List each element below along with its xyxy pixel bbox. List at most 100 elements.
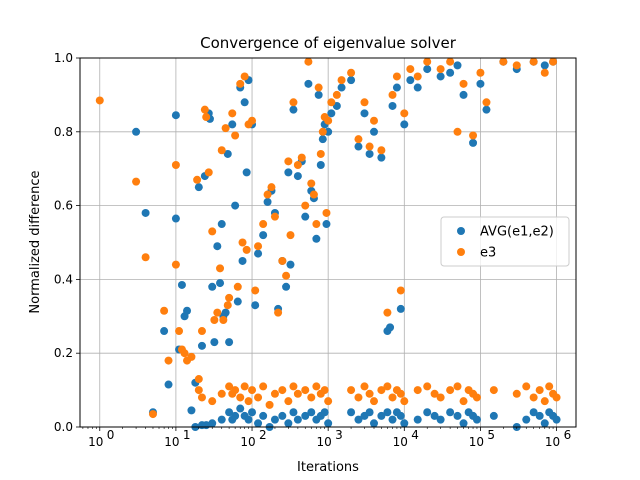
data-point: [370, 127, 378, 136]
data-point: [383, 382, 392, 391]
data-point: [240, 98, 249, 107]
data-point: [396, 304, 405, 313]
data-point: [293, 172, 302, 181]
data-point: [400, 120, 409, 129]
data-point: [392, 72, 401, 81]
data-point: [197, 327, 206, 336]
data-point: [217, 220, 226, 229]
data-point: [324, 116, 333, 125]
data-point: [314, 83, 323, 92]
data-point: [259, 411, 268, 420]
data-point: [383, 408, 392, 417]
y-tick-label: 0.0: [54, 420, 73, 434]
data-point: [282, 271, 291, 280]
data-point: [236, 404, 245, 413]
data-point: [301, 411, 310, 420]
x-tick-label-exponent: 1: [183, 428, 191, 442]
x-tick-label: 10: [317, 435, 332, 449]
data-point: [213, 308, 222, 317]
x-tick-label: 10: [393, 435, 408, 449]
data-point: [388, 101, 397, 110]
y-tick-label: 0.8: [54, 125, 73, 139]
data-point: [187, 352, 196, 361]
data-point: [225, 408, 234, 417]
data-point: [396, 389, 405, 398]
data-point: [171, 260, 180, 269]
data-point: [354, 135, 363, 144]
data-point: [289, 105, 298, 114]
data-point: [228, 109, 237, 118]
data-point: [286, 260, 295, 269]
data-point: [164, 380, 173, 389]
data-point: [446, 68, 455, 77]
data-point: [197, 341, 206, 350]
data-point: [240, 382, 249, 391]
data-point: [297, 153, 306, 162]
data-point: [286, 231, 295, 240]
data-point: [512, 61, 521, 70]
data-point: [322, 208, 331, 217]
data-point: [347, 68, 356, 77]
data-point: [231, 386, 240, 395]
data-point: [200, 105, 209, 114]
data-point: [354, 415, 363, 424]
data-point: [225, 293, 234, 302]
data-point: [171, 161, 180, 170]
data-point: [453, 382, 462, 391]
data-point: [210, 338, 219, 347]
data-point: [512, 389, 521, 398]
data-point: [360, 98, 369, 107]
data-point: [270, 212, 279, 221]
data-point: [324, 397, 333, 406]
data-point: [236, 79, 245, 88]
data-point: [254, 242, 263, 251]
data-point: [141, 208, 150, 217]
data-point: [251, 286, 260, 295]
data-point: [324, 419, 333, 428]
data-point: [383, 308, 392, 317]
data-point: [270, 415, 279, 424]
data-point: [396, 411, 405, 420]
data-point: [476, 79, 485, 88]
data-point: [400, 109, 409, 118]
data-point: [132, 177, 141, 186]
data-point: [194, 183, 203, 192]
data-point: [365, 149, 374, 158]
data-point: [289, 382, 298, 391]
data-point: [469, 131, 478, 140]
data-point: [284, 397, 293, 406]
data-point: [365, 142, 374, 151]
data-point: [400, 419, 409, 428]
data-point: [482, 105, 491, 114]
data-point: [535, 386, 544, 395]
data-point: [423, 57, 432, 66]
data-point: [370, 116, 378, 125]
data-point: [406, 65, 415, 74]
data-point: [254, 249, 263, 258]
data-point: [225, 338, 234, 347]
x-tick-label: 10: [545, 435, 560, 449]
data-point: [293, 415, 302, 424]
x-tick-label: 10: [88, 435, 103, 449]
x-tick-label-exponent: 6: [564, 428, 572, 442]
data-point: [164, 356, 173, 365]
data-point: [242, 168, 251, 177]
data-point: [270, 389, 279, 398]
data-point: [370, 419, 378, 428]
data-point: [228, 120, 237, 129]
data-point: [472, 415, 481, 424]
data-point: [453, 127, 462, 136]
data-point: [316, 149, 325, 158]
data-point: [377, 386, 386, 395]
data-point: [216, 279, 225, 288]
x-tick-label-exponent: 2: [259, 428, 267, 442]
data-point: [540, 68, 549, 77]
data-point: [314, 90, 323, 99]
data-point: [180, 349, 189, 358]
data-point: [540, 419, 549, 428]
data-point: [529, 408, 538, 417]
data-point: [242, 245, 251, 254]
data-point: [413, 386, 422, 395]
data-point: [469, 138, 478, 147]
data-point: [274, 308, 283, 317]
